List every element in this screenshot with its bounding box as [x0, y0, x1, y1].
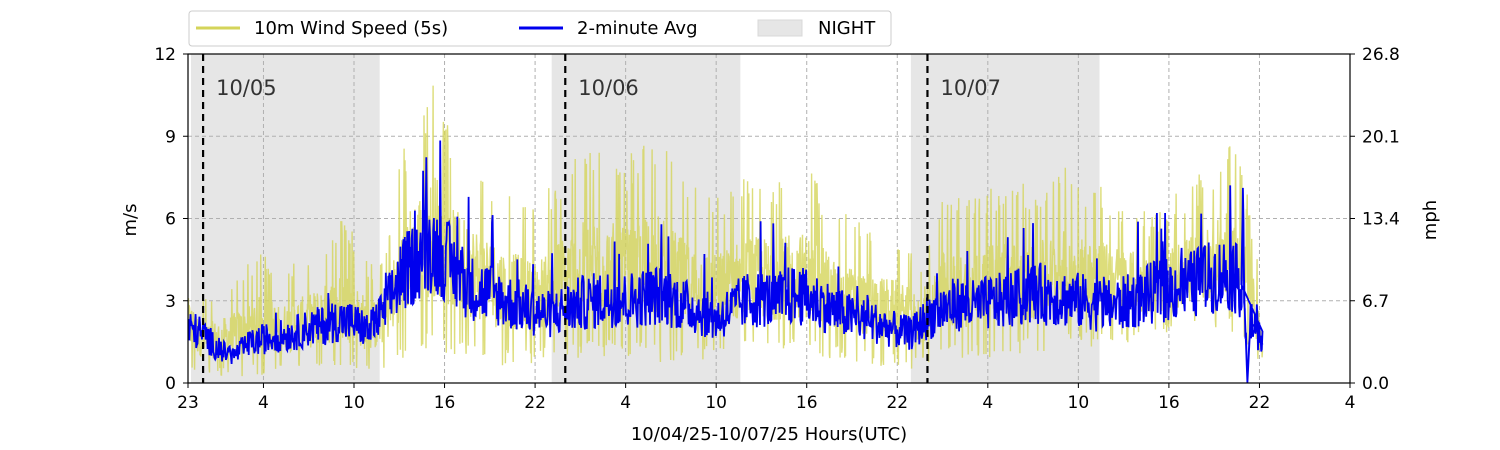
day-marker-label-2: 10/07 — [940, 76, 1001, 100]
y-tick-label-right-2: 13.4 — [1362, 210, 1400, 230]
legend-label-two-minute-avg: 2-minute Avg — [577, 18, 698, 39]
x-tick-label-2: 10 — [343, 393, 365, 413]
y-tick-label-left-2: 6 — [165, 210, 176, 230]
x-tick-label-0: 23 — [177, 393, 199, 413]
legend-label-night: NIGHT — [818, 18, 876, 39]
day-marker-label-1: 10/06 — [578, 76, 639, 100]
x-tick-label-7: 16 — [796, 393, 818, 413]
x-tick-label-9: 4 — [982, 393, 993, 413]
x-tick-label-6: 10 — [705, 393, 727, 413]
y-tick-label-right-4: 26.8 — [1362, 45, 1400, 65]
y-tick-label-left-0: 0 — [165, 374, 176, 394]
x-tick-label-12: 22 — [1249, 393, 1271, 413]
x-tick-label-4: 22 — [524, 393, 546, 413]
y-tick-label-left-1: 3 — [165, 292, 176, 312]
y-tick-label-right-3: 20.1 — [1362, 127, 1400, 147]
y-tick-label-right-1: 6.7 — [1362, 292, 1389, 312]
legend: 10m Wind Speed (5s) 2-minute Avg NIGHT — [188, 10, 892, 47]
y-axis-label-right: mph — [1420, 200, 1441, 240]
legend-label-wind-speed: 10m Wind Speed (5s) — [254, 18, 448, 39]
day-marker-label-0: 10/05 — [216, 76, 277, 100]
x-axis-label: 10/04/25-10/07/25 Hours(UTC) — [631, 424, 907, 445]
two-minute-avg-line — [188, 140, 1264, 383]
y-tick-label-right-0: 0.0 — [1362, 374, 1389, 394]
legend-swatch-night — [757, 19, 803, 37]
wind-speed-5s-line — [188, 85, 1264, 377]
x-tick-label-3: 16 — [434, 393, 456, 413]
x-tick-label-5: 4 — [620, 393, 631, 413]
x-tick-label-8: 22 — [886, 393, 908, 413]
x-tick-label-13: 4 — [1345, 393, 1356, 413]
y-axis-label-left: m/s — [120, 204, 141, 237]
x-tick-label-10: 10 — [1068, 393, 1090, 413]
y-tick-label-left-3: 9 — [165, 127, 176, 147]
x-tick-label-11: 16 — [1158, 393, 1180, 413]
x-tick-label-1: 4 — [258, 393, 269, 413]
y-tick-label-left-4: 12 — [154, 45, 176, 65]
